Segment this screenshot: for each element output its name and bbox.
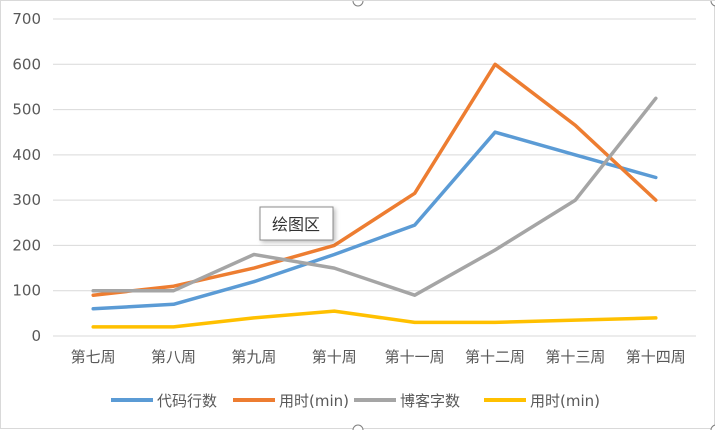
legend: 代码行数 用时(min) 博客字数 用时(min) — [111, 392, 600, 410]
x-tick-label: 第十周 — [312, 348, 357, 366]
y-tick-label: 400 — [12, 146, 41, 164]
resize-handle-top-right[interactable] — [711, 1, 715, 6]
y-tick-label: 500 — [12, 101, 41, 119]
y-tick-label: 100 — [12, 282, 41, 300]
resize-handle-bottom[interactable] — [353, 425, 363, 430]
x-axis-ticks: 第七周 第八周 第九周 第十周 第十一周 第十二周 第十三周 第十四周 — [71, 348, 686, 366]
resize-handle-bottom-right[interactable] — [711, 425, 715, 430]
plot-area-tooltip: 绘图区 — [260, 207, 333, 240]
series-line[interactable] — [93, 311, 656, 327]
legend-label: 用时(min) — [279, 392, 349, 410]
y-axis-ticks: 0 100 200 300 400 500 600 700 — [12, 10, 41, 345]
series-line[interactable] — [93, 64, 656, 295]
legend-label: 博客字数 — [400, 392, 460, 410]
resize-handle-top[interactable] — [353, 1, 363, 6]
x-tick-label: 第九周 — [231, 348, 276, 366]
x-tick-label: 第十四周 — [626, 348, 686, 366]
x-tick-label: 第十二周 — [465, 348, 525, 366]
x-tick-label: 第十一周 — [385, 348, 445, 366]
y-tick-label: 200 — [12, 236, 41, 254]
x-tick-label: 第八周 — [151, 348, 196, 366]
y-tick-label: 0 — [31, 327, 41, 345]
legend-label: 代码行数 — [157, 392, 217, 410]
x-tick-label: 第十三周 — [545, 348, 605, 366]
tooltip-text: 绘图区 — [272, 215, 320, 234]
y-tick-label: 700 — [12, 10, 41, 28]
y-tick-label: 600 — [12, 55, 41, 73]
series-line[interactable] — [93, 98, 656, 295]
x-tick-label: 第七周 — [71, 348, 116, 366]
y-tick-label: 300 — [12, 191, 41, 209]
series-lines — [93, 64, 656, 327]
legend-label: 用时(min) — [530, 392, 600, 410]
